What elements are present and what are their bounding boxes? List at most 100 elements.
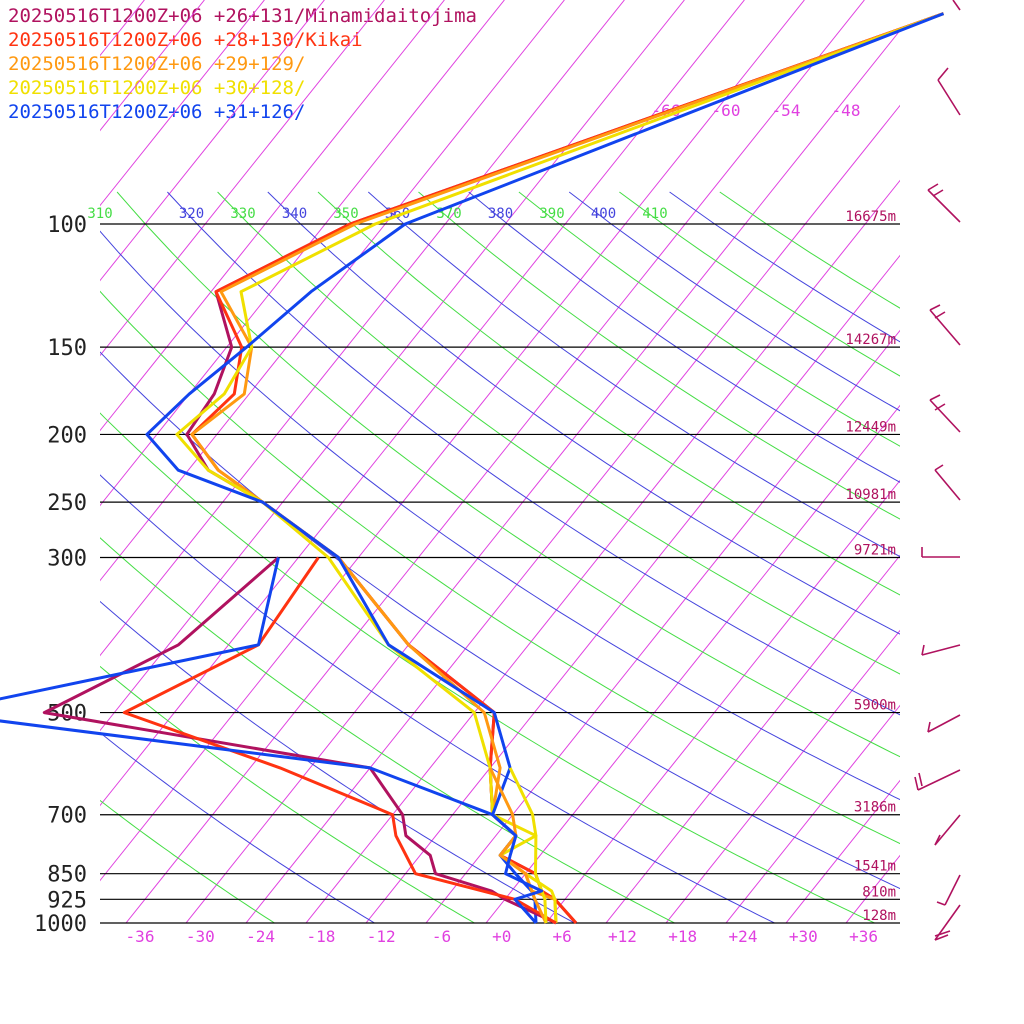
wind-barb-flag: [929, 304, 941, 311]
dry-adiabat: [100, 600, 576, 923]
height-label: 1541m: [854, 859, 896, 875]
dry-adiabat: [100, 230, 900, 801]
wind-barb-flag: [927, 183, 939, 191]
isotherm-line: [0, 0, 84, 923]
isotherm-line: [0, 0, 24, 923]
wind-barb-flag: [934, 930, 951, 937]
x-tick-label: -6: [432, 927, 451, 946]
height-label: 9721m: [854, 543, 896, 559]
legend-entry: 20250516T1200Z+06 +28+130/Kikai: [8, 29, 363, 51]
x-tick-label: -30: [186, 927, 215, 946]
wind-barb: [937, 79, 961, 116]
dry-adiabat: [100, 412, 876, 923]
wind-barb-flag: [936, 901, 946, 906]
height-label: 14267m: [845, 332, 896, 348]
theta-label: 310: [87, 206, 112, 222]
isotherm-line: [100, 0, 745, 807]
pressure-label: 250: [47, 491, 87, 516]
isotherm-line: [305, 179, 900, 923]
wind-barb: [927, 189, 961, 223]
height-label: 810m: [862, 884, 896, 900]
height-label: 12449m: [845, 419, 896, 435]
pressure-label: 200: [47, 423, 87, 448]
isotherm-top-label: -60: [712, 101, 741, 120]
plot-area: [0, 0, 1024, 923]
theta-label: 350: [333, 206, 358, 222]
isotherm-line: [100, 0, 265, 207]
wind-barb: [929, 309, 961, 346]
pressure-label: 1000: [34, 912, 87, 937]
isotherm-line: [100, 0, 805, 882]
temperature-line: [145, 12, 945, 924]
pressure-label: 300: [47, 547, 87, 572]
isotherm-top-label: -48: [832, 101, 861, 120]
x-tick-label: +12: [608, 927, 637, 946]
isotherm-line: [545, 479, 900, 923]
wind-barb: [929, 399, 961, 433]
dry-adiabat: [367, 191, 900, 558]
dewpoint-line: [0, 557, 544, 924]
theta-label: 330: [230, 206, 255, 222]
x-tick-label: +18: [668, 927, 697, 946]
wind-barb-flag: [927, 721, 931, 733]
height-label: 3186m: [854, 800, 896, 816]
pressure-label: 700: [47, 804, 87, 829]
theta-label: 400: [591, 206, 616, 222]
theta-label: 320: [179, 206, 204, 222]
dry-adiabat: [100, 732, 376, 923]
height-label: 10981m: [845, 487, 896, 503]
dry-adiabat: [116, 191, 900, 758]
wind-barb: [944, 874, 961, 906]
isotherm-line: [605, 554, 900, 923]
isotherm-line: [185, 29, 900, 923]
isotherm-line: [100, 0, 145, 57]
wind-barb-flag: [934, 311, 946, 319]
isotherm-line: [100, 0, 385, 357]
dry-adiabat: [100, 537, 676, 923]
wind-barb-flag: [914, 776, 919, 791]
x-tick-label: -24: [246, 927, 275, 946]
wind-barb-flag: [921, 644, 925, 656]
dry-adiabat: [100, 799, 276, 923]
dry-adiabat: [568, 191, 900, 412]
wind-barb: [934, 469, 961, 501]
isotherm-line: [100, 0, 565, 582]
isotherm-line: [966, 0, 1024, 923]
dry-adiabat: [317, 191, 900, 596]
legend-entry: 20250516T1200Z+06 +31+126/: [8, 101, 306, 123]
theta-label: 410: [642, 206, 667, 222]
dry-adiabat: [669, 191, 900, 343]
isotherm-line: [425, 329, 900, 923]
isotherm-line: [906, 0, 1024, 923]
theta-label: 380: [488, 206, 513, 222]
dry-adiabat: [619, 191, 900, 377]
dewpoint-line: [508, 767, 548, 924]
theta-label: 340: [282, 206, 307, 222]
dry-adiabat: [719, 191, 900, 309]
isotherm-line: [665, 629, 900, 923]
pressure-label: 850: [47, 863, 87, 888]
x-tick-label: +24: [729, 927, 758, 946]
wind-barb-flag: [934, 464, 944, 471]
isotherm-line: [125, 0, 865, 923]
isotherm-top-label: -54: [772, 101, 801, 120]
wind-barb-flag: [918, 772, 923, 787]
wind-barb: [927, 714, 961, 733]
height-label: 5900m: [854, 698, 896, 714]
height-label: 128m: [862, 908, 896, 924]
wind-barb: [921, 644, 961, 656]
dewpoint-line: [488, 767, 548, 924]
x-tick-label: -18: [306, 927, 335, 946]
dry-adiabat: [468, 191, 900, 483]
wind-barb-flag: [934, 934, 949, 941]
wind-barb: [952, 0, 961, 11]
x-tick-label: +36: [849, 927, 878, 946]
isotherm-line: [100, 0, 205, 132]
wind-barb-flag: [937, 67, 949, 81]
x-tick-label: -36: [126, 927, 155, 946]
isotherm-line: [100, 0, 445, 432]
legend-entry: 20250516T1200Z+06 +29+129/: [8, 53, 306, 75]
dry-adiabat: [100, 665, 476, 923]
temperature-line: [190, 12, 945, 924]
